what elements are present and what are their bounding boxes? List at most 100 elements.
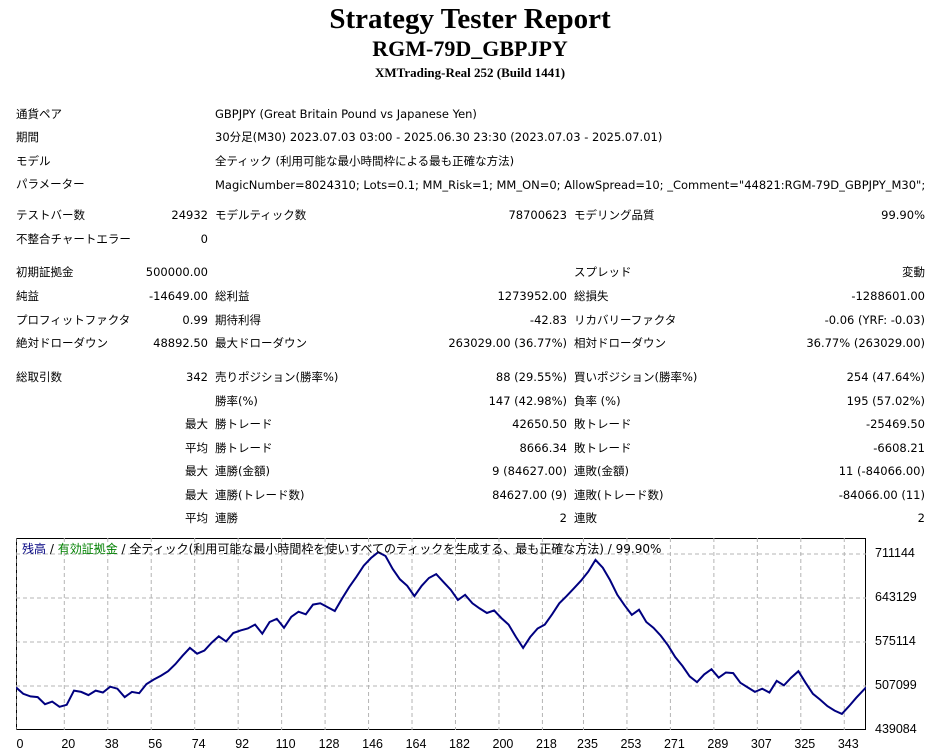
legend-sep-1: /	[46, 542, 58, 556]
params-value: MagicNumber=8024310; Lots=0.1; MM_Risk=1…	[215, 178, 926, 192]
expected-label: 期待利得	[215, 313, 261, 327]
x-tick-label: 146	[362, 737, 383, 751]
max-label-1: 最大	[185, 417, 208, 431]
x-tick-label: 271	[663, 737, 685, 751]
chart-legend: 残高 / 有効証拠金 / 全ティック(利用可能な最小時間枠を使いすべてのティック…	[22, 540, 661, 557]
long-label: 買いポジション(勝率%)	[574, 370, 698, 384]
loss-pct-value: 195 (57.02%)	[846, 394, 925, 408]
max-label-2: 最大	[185, 464, 208, 478]
gross-profit-value: 1273952.00	[497, 289, 567, 303]
avg-consec-wins-value: 2	[559, 511, 567, 525]
x-tick-label: 92	[235, 737, 250, 751]
bars-value: 24932	[171, 208, 208, 222]
recovery-label: リカバリーファクタ	[574, 313, 677, 327]
x-tick-label: 0	[16, 737, 24, 751]
max-consec-wins-value: 9 (84627.00)	[492, 464, 567, 478]
short-label: 売りポジション(勝率%)	[215, 370, 339, 384]
avg-consec-wins-label: 連勝	[215, 511, 238, 525]
recovery-value: -0.06 (YRF: -0.03)	[824, 313, 925, 327]
gross-loss-label: 総損失	[574, 289, 609, 303]
x-tick-label: 164	[405, 737, 427, 751]
long-value: 254 (47.64%)	[846, 370, 925, 384]
net-value: -14649.00	[148, 289, 208, 303]
avg-win-value: 8666.34	[519, 441, 567, 455]
period-value: 30分足(M30) 2023.07.03 03:00 - 2025.06.30 …	[215, 130, 663, 144]
x-tick-label: 253	[620, 737, 642, 751]
trades-label: 総取引数	[16, 370, 62, 384]
symbol-label: 通貨ペア	[16, 107, 62, 121]
short-value: 88 (29.55%)	[495, 370, 567, 384]
pf-label: プロフィットファクタ	[16, 313, 131, 327]
x-tick-label: 20	[61, 737, 76, 751]
server-info: XMTrading-Real 252 (Build 1441)	[374, 65, 566, 80]
pf-value: 0.99	[182, 313, 208, 327]
legend-balance: 残高	[22, 542, 47, 556]
max-consec-losses-label: 連敗(金額)	[574, 464, 629, 478]
x-tick-label: 38	[104, 737, 119, 751]
avg-consec-losses-label: 連敗	[574, 511, 597, 525]
spread-label: スプレッド	[574, 265, 632, 279]
max-consec-loss-label: 連敗(トレード数)	[574, 488, 664, 502]
rel-dd-value: 36.77% (263029.00)	[806, 336, 925, 350]
balance-series-line	[16, 551, 866, 716]
abs-dd-label: 絶対ドローダウン	[16, 336, 108, 350]
report-title: Strategy Tester Report	[329, 3, 611, 35]
win-pct-value: 147 (42.98%)	[488, 394, 567, 408]
max-consec-losses-value: 11 (-84066.00)	[838, 464, 925, 478]
quality-value: 99.90%	[881, 208, 925, 222]
max-consec-profit-label: 連勝(トレード数)	[215, 488, 305, 502]
gross-profit-label: 総利益	[215, 289, 250, 303]
x-tick-label: 307	[750, 737, 772, 751]
max-dd-label: 最大ドローダウン	[215, 336, 307, 350]
report-subtitle: RGM-79D_GBPJPY	[372, 36, 568, 61]
legend-sep-2: /	[117, 542, 130, 556]
period-label: 期間	[16, 130, 39, 144]
x-tick-label: 343	[837, 737, 859, 751]
ticks-value: 78700623	[508, 208, 567, 222]
largest-loss-label: 敗トレード	[574, 417, 632, 431]
x-tick-label: 218	[535, 737, 557, 751]
chart-grid	[16, 538, 866, 730]
net-label: 純益	[16, 289, 39, 303]
x-tick-label: 128	[318, 737, 340, 751]
quality-label: モデリング品質	[574, 208, 655, 222]
x-tick-label: 325	[794, 737, 816, 751]
avg-consec-losses-value: 2	[917, 511, 925, 525]
expected-value: -42.83	[529, 313, 567, 327]
rel-dd-label: 相対ドローダウン	[574, 336, 666, 350]
y-tick-label: 711144	[875, 546, 915, 560]
abs-dd-value: 48892.50	[153, 336, 208, 350]
trades-value: 342	[186, 370, 208, 384]
x-tick-label: 74	[191, 737, 206, 751]
chart-frame	[16, 538, 866, 730]
max-label-3: 最大	[185, 488, 208, 502]
max-consec-wins-label: 連勝(金額)	[215, 464, 270, 478]
y-tick-label: 439084	[875, 722, 917, 736]
avg-label-1: 平均	[185, 441, 208, 455]
y-tick-label: 507099	[875, 678, 917, 692]
params-label: パラメーター	[16, 177, 85, 191]
legend-equity: 有効証拠金	[57, 542, 118, 556]
mismatch-value: 0	[200, 232, 208, 246]
bars-label: テストバー数	[16, 208, 85, 222]
y-tick-label: 575114	[875, 634, 916, 648]
largest-win-value: 42650.50	[512, 417, 567, 431]
x-tick-label: 56	[148, 737, 163, 751]
spread-value: 変動	[902, 265, 925, 279]
model-value: 全ティック (利用可能な最小時間枠による最も正確な方法)	[215, 154, 515, 168]
win-pct-label: 勝率(%)	[215, 394, 258, 408]
max-consec-loss-value: -84066.00 (11)	[838, 488, 925, 502]
x-tick-label: 235	[577, 737, 598, 751]
gross-loss-value: -1288601.00	[851, 289, 925, 303]
x-tick-label: 200	[492, 737, 514, 751]
legend-description: 全ティック(利用可能な最小時間枠を使いすべてのティックを生成する、最も正確な方法…	[129, 542, 662, 556]
largest-loss-value: -25469.50	[865, 417, 925, 431]
y-tick-label: 643129	[875, 590, 917, 604]
deposit-label: 初期証拠金	[16, 265, 74, 279]
x-tick-label: 110	[275, 737, 296, 751]
avg-win-label: 勝トレード	[215, 441, 273, 455]
x-tick-label: 289	[707, 737, 729, 751]
avg-loss-value: -6608.21	[873, 441, 925, 455]
balance-chart	[16, 538, 866, 730]
mismatch-label: 不整合チャートエラー	[16, 232, 131, 246]
